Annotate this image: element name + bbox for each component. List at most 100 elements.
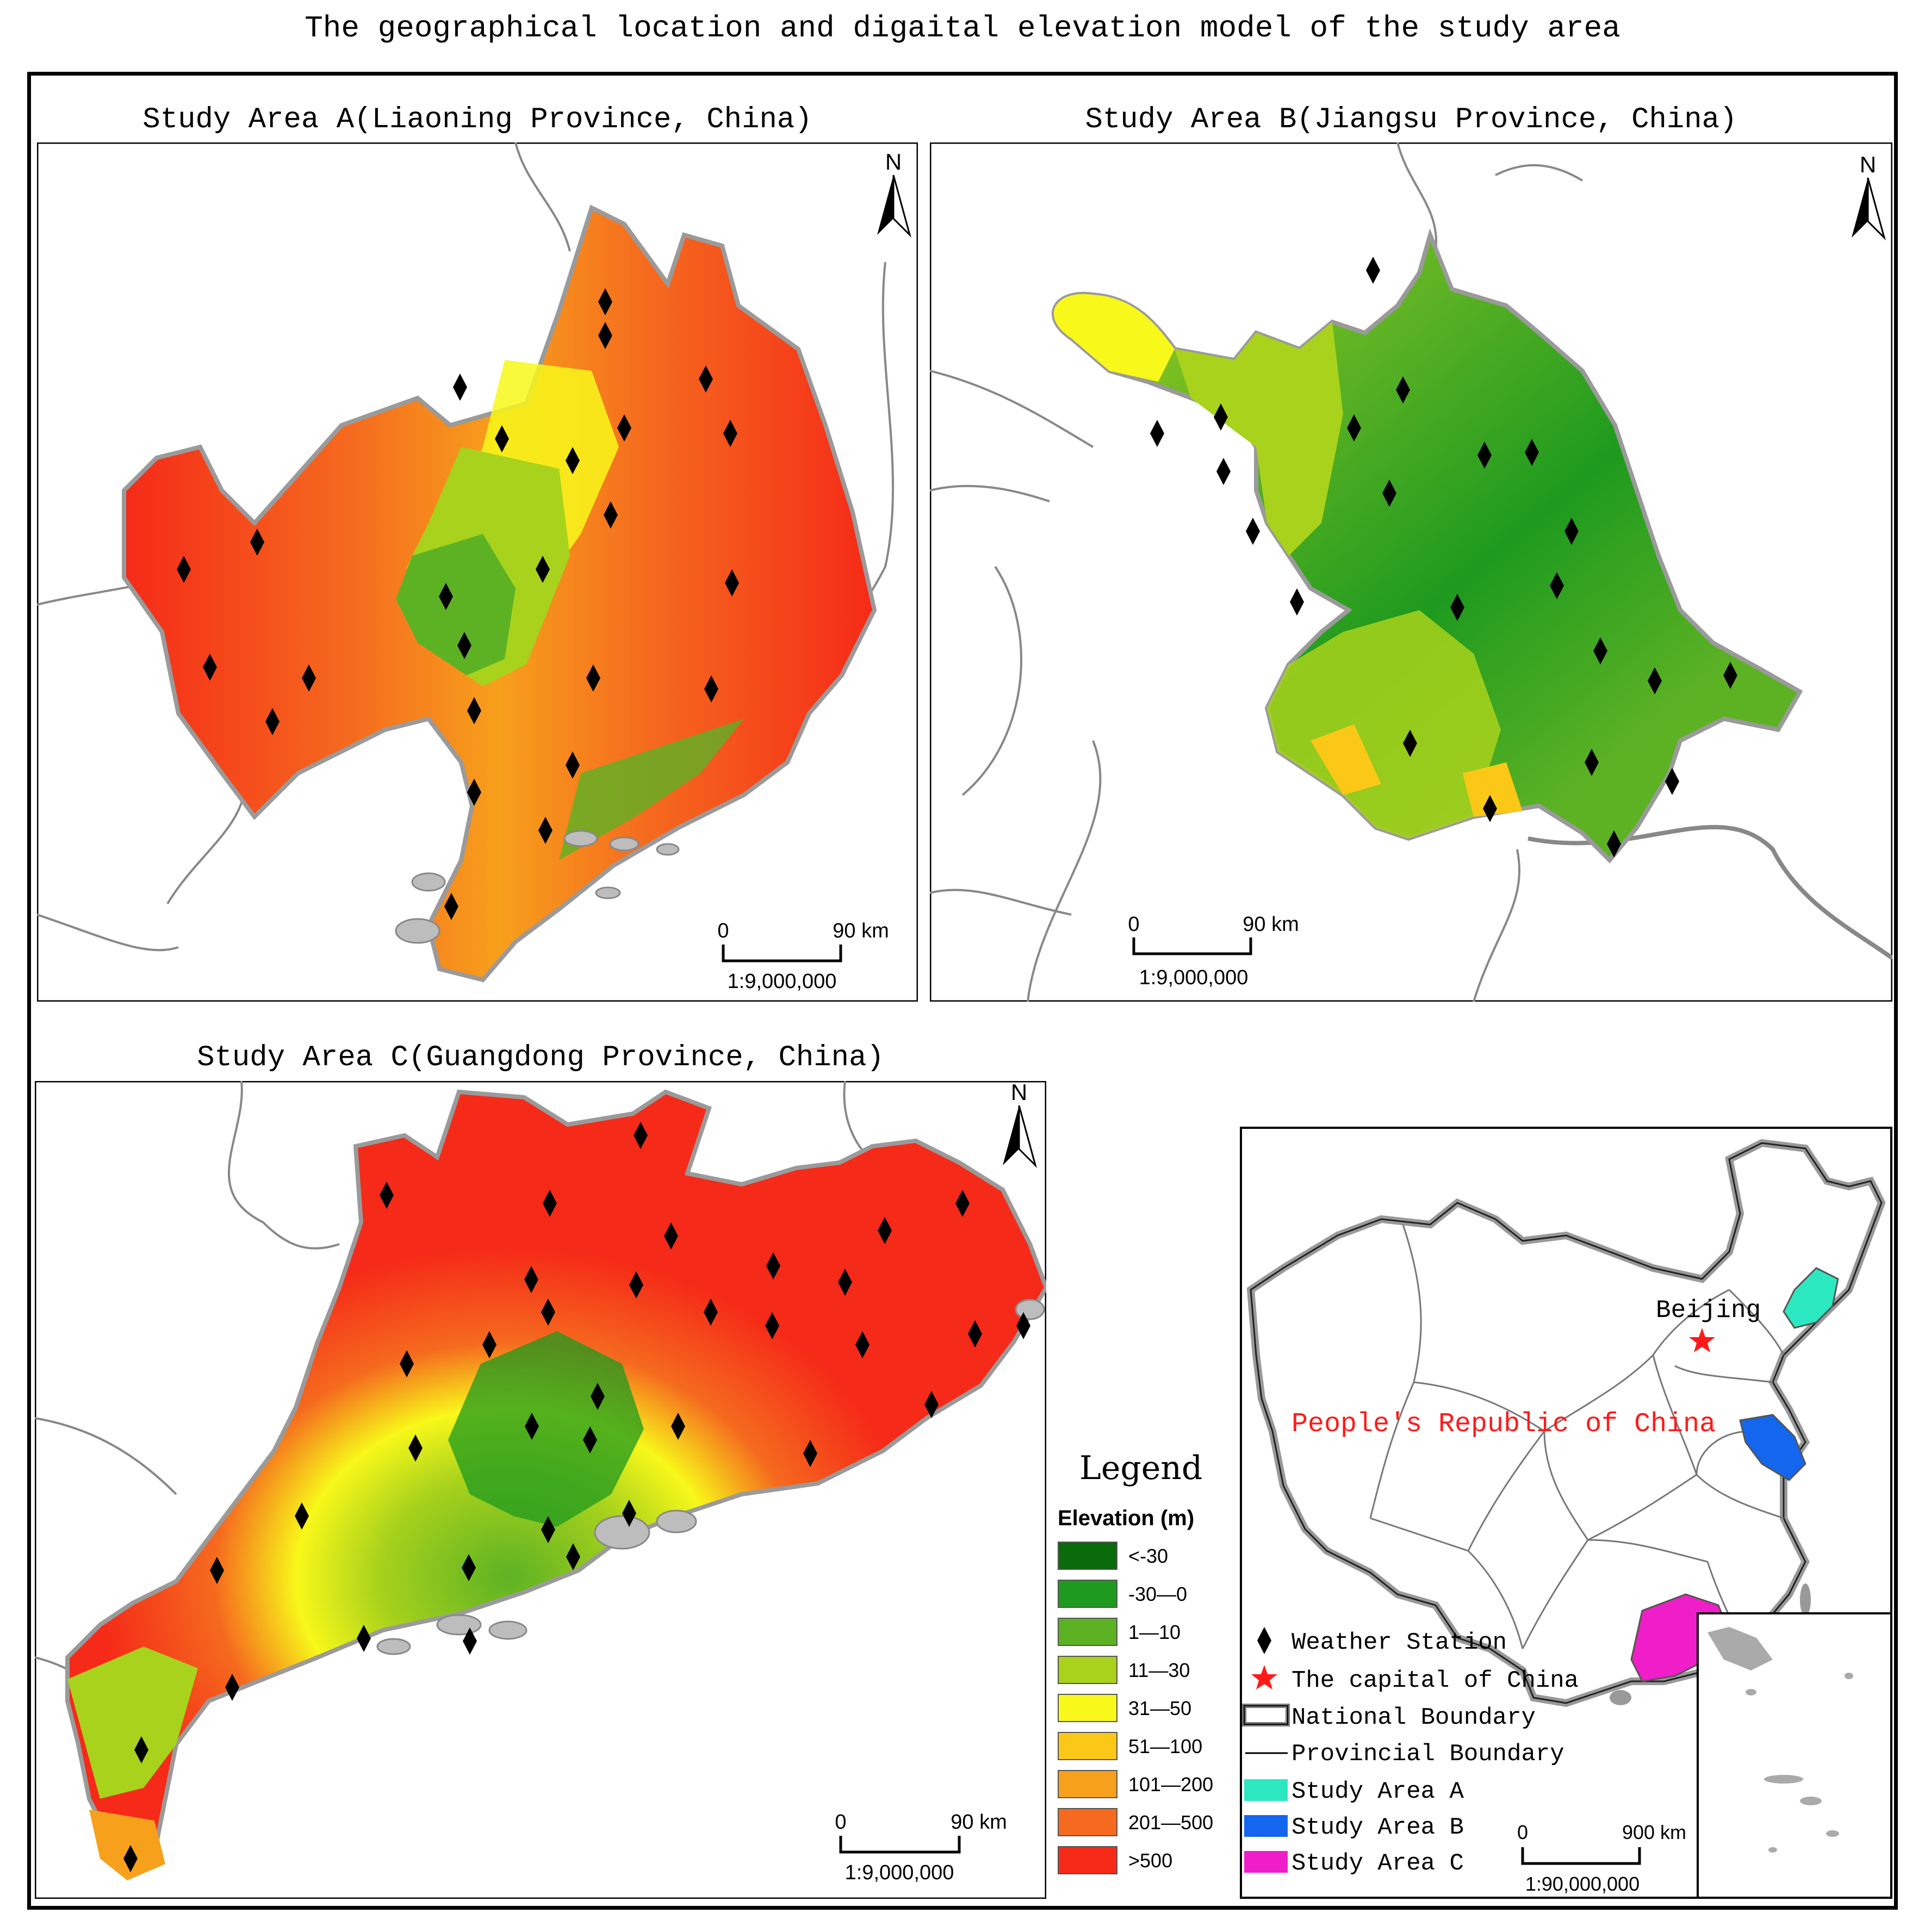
weather-station-marker xyxy=(664,1222,678,1250)
legend-class-swatch xyxy=(1058,1618,1117,1646)
panel-c-boundary-lines xyxy=(35,1081,884,1712)
weather-station-marker xyxy=(1016,1312,1030,1339)
weather-station-marker xyxy=(203,654,217,681)
weather-station-marker xyxy=(699,365,713,393)
weather-station-marker xyxy=(566,1543,580,1570)
panel-b-map: N 0 90 km 1:9,000,000 xyxy=(930,142,1892,1002)
weather-station-marker xyxy=(838,1269,852,1296)
legend-class-row: 1—10 xyxy=(1058,1618,1237,1648)
legend-class-row: 101—200 xyxy=(1058,1770,1237,1800)
panel-a-scale-bar: 0 90 km 1:9,000,000 xyxy=(717,920,889,993)
legend-title: Legend xyxy=(1079,1449,1203,1487)
legend-national-symbol xyxy=(1242,1704,1290,1726)
weather-station-marker xyxy=(1477,442,1492,469)
panel-c-north-arrow: N xyxy=(1003,1081,1037,1169)
legend-station-label: Weather Station xyxy=(1291,1629,1507,1656)
weather-station-marker xyxy=(1347,414,1361,442)
weather-station-marker xyxy=(1216,458,1231,485)
weather-station-marker xyxy=(704,675,718,703)
overview-provincial-boundaries xyxy=(1369,1224,1785,1649)
weather-station-marker xyxy=(725,569,739,597)
legend-class-swatch xyxy=(1058,1694,1117,1722)
weather-station-marker xyxy=(1723,662,1737,689)
panel-b-scale-bar: 0 90 km 1:9,000,000 xyxy=(1128,913,1299,989)
legend-capital-label: The capital of China xyxy=(1291,1667,1579,1694)
panel-a-title: Study Area A(Liaoning Province, China) xyxy=(142,103,812,136)
weather-station-marker xyxy=(598,288,612,315)
weather-station-marker xyxy=(524,1266,538,1293)
panel-b-north-arrow: N xyxy=(1852,152,1886,241)
panel-c-map: N 0 90 km 1:9,000,000 xyxy=(35,1081,1046,1899)
weather-station-marker xyxy=(482,1331,496,1358)
legend-class-label: 51—100 xyxy=(1128,1735,1203,1757)
panel-b-stations xyxy=(1150,257,1737,858)
overview-study-area-b xyxy=(1739,1414,1806,1481)
weather-station-marker xyxy=(598,322,612,349)
panel-a-map: N 0 90 km 1:9,000,000 xyxy=(37,142,918,1002)
weather-station-marker xyxy=(123,1845,138,1872)
weather-station-marker xyxy=(1246,518,1260,545)
weather-station-marker xyxy=(1396,376,1410,403)
panel-a-boundary-lines xyxy=(37,142,895,952)
outer-frame xyxy=(27,72,1898,1910)
weather-station-marker xyxy=(302,664,316,692)
legend-class-label: 11—30 xyxy=(1128,1659,1190,1681)
weather-station-marker xyxy=(400,1350,414,1377)
panel-c-scale-ratio: 1:9,000,000 xyxy=(845,1861,954,1884)
panel-c-leizhou xyxy=(89,1810,165,1880)
weather-station-marker xyxy=(1150,420,1164,447)
legend-class-label: >500 xyxy=(1128,1849,1173,1872)
weather-station-marker xyxy=(566,447,580,474)
weather-station-marker xyxy=(408,1434,423,1462)
overview-study-area-a xyxy=(1783,1267,1839,1329)
panel-c-stations xyxy=(123,1122,1030,1872)
weather-station-marker xyxy=(1483,795,1497,822)
legend-class-label: 1—10 xyxy=(1128,1621,1181,1643)
legend-capital-symbol xyxy=(1251,1665,1277,1689)
weather-station-marker xyxy=(955,1190,970,1217)
overview-capital-label: Beijing xyxy=(1656,1296,1761,1325)
panel-a-plain-darkgreen xyxy=(396,534,516,675)
legend-class-swatch xyxy=(1058,1656,1117,1684)
weather-station-marker xyxy=(457,632,471,659)
panel-c-title: Study Area C(Guangdong Province, China) xyxy=(197,1041,884,1074)
panel-c-delta-green xyxy=(448,1331,644,1527)
weather-station-marker xyxy=(525,1413,539,1440)
panel-b-north-label: N xyxy=(1860,152,1876,177)
panel-b-west-yellow xyxy=(1053,294,1175,382)
weather-station-marker xyxy=(265,708,280,735)
legend-class-row: 51—100 xyxy=(1058,1732,1237,1762)
weather-station-marker xyxy=(357,1625,371,1652)
weather-station-marker xyxy=(439,583,453,610)
weather-station-marker xyxy=(543,1190,557,1217)
weather-station-marker xyxy=(586,664,600,692)
legend-subtitle: Elevation (m) xyxy=(1058,1506,1195,1530)
weather-station-marker xyxy=(1564,518,1579,545)
weather-station-marker xyxy=(591,1383,605,1410)
weather-station-marker xyxy=(177,556,191,583)
overview-country-label: People's Republic of China xyxy=(1291,1409,1716,1440)
overview-scale-zero: 0 xyxy=(1517,1821,1528,1843)
legend-area-c-swatch xyxy=(1244,1851,1288,1873)
legend-class-swatch xyxy=(1058,1542,1117,1570)
legend-class-row: -30—0 xyxy=(1058,1580,1237,1610)
panel-b-west-lightgreen xyxy=(1175,322,1343,556)
weather-station-marker xyxy=(295,1502,309,1530)
weather-station-marker xyxy=(462,1554,476,1581)
weather-station-marker xyxy=(1525,439,1539,466)
panel-a-scale-ratio: 1:9,000,000 xyxy=(728,970,837,993)
legend-class-swatch xyxy=(1058,1808,1117,1836)
legend-provincial-label: Provincial Boundary xyxy=(1291,1741,1564,1768)
legend-area-b-label: Study Area B xyxy=(1291,1814,1464,1841)
weather-station-marker xyxy=(723,420,737,447)
legend-national-label: National Boundary xyxy=(1291,1704,1536,1731)
panel-a-scale-dist: 90 km xyxy=(833,920,889,942)
weather-station-marker xyxy=(634,1122,648,1149)
weather-station-marker xyxy=(878,1217,892,1244)
weather-station-marker xyxy=(1665,768,1679,795)
weather-station-marker xyxy=(1550,572,1564,599)
panel-a-stations xyxy=(177,288,739,920)
panel-b-scale-zero: 0 xyxy=(1128,913,1139,936)
weather-station-marker xyxy=(1290,588,1304,616)
overview-map: Beijing People's Republic of China Weath… xyxy=(1240,1127,1892,1899)
